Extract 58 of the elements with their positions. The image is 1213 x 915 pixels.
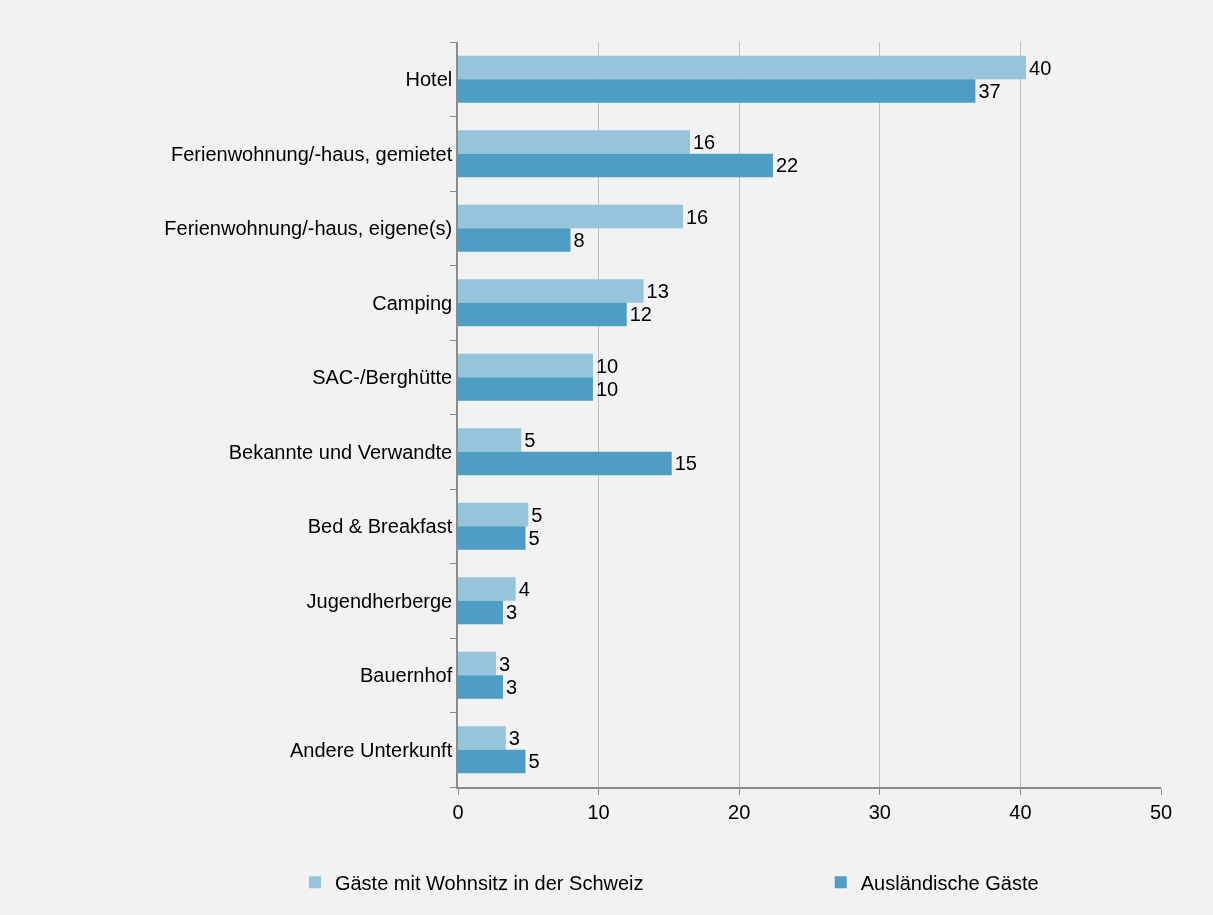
data-label: 13 xyxy=(646,280,669,303)
bar xyxy=(458,302,627,327)
x-tick-label: 10 xyxy=(587,800,610,823)
bar xyxy=(458,577,516,601)
bar xyxy=(458,428,522,452)
data-label: 5 xyxy=(528,750,540,773)
data-label: 22 xyxy=(775,154,799,177)
bar xyxy=(458,279,644,303)
y-tick-label: Hotel xyxy=(405,68,453,91)
y-tick-label: SAC-/Berghütte xyxy=(312,366,453,389)
data-label: 3 xyxy=(508,727,520,750)
data-label: 3 xyxy=(498,652,511,675)
x-tick-label: 20 xyxy=(728,800,751,823)
data-label: 10 xyxy=(595,354,619,377)
bar xyxy=(458,651,496,676)
bar xyxy=(458,353,593,378)
bar xyxy=(458,726,506,750)
y-tick-label: Ferienwohnung/-haus, eigene(s) xyxy=(164,217,453,240)
data-label: 5 xyxy=(528,526,540,549)
x-tick-label: 0 xyxy=(452,800,464,823)
y-tick-label: Ferienwohnung/-haus, gemietet xyxy=(170,142,453,165)
legend-label: Ausländische Gäste xyxy=(860,872,1039,895)
bar xyxy=(458,600,503,625)
bar xyxy=(458,502,529,527)
data-label: 3 xyxy=(505,675,518,698)
data-label: 5 xyxy=(531,503,543,526)
data-label: 8 xyxy=(573,228,585,251)
y-tick-label: Andere Unterkunft xyxy=(289,738,453,761)
bar xyxy=(458,228,571,252)
x-tick-label: 50 xyxy=(1149,800,1173,823)
bar xyxy=(458,55,1027,80)
bar xyxy=(458,451,672,476)
bar xyxy=(458,749,526,774)
bar xyxy=(458,79,976,103)
bar xyxy=(458,377,593,401)
data-label: 5 xyxy=(524,429,536,452)
y-tick-label: Bauernhof xyxy=(359,664,453,687)
y-tick-label: Bed & Breakfast xyxy=(307,515,453,538)
data-label: 40 xyxy=(1029,56,1052,79)
data-label: 16 xyxy=(685,205,709,228)
y-tick-label: Jugendherberge xyxy=(306,589,453,612)
data-label: 16 xyxy=(692,131,716,154)
bar xyxy=(458,526,526,550)
data-label: 3 xyxy=(505,601,518,624)
data-label: 12 xyxy=(629,303,652,326)
y-tick-label: Bekannte und Verwandte xyxy=(228,440,453,463)
legend-label: Gäste mit Wohnsitz in der Schweiz xyxy=(334,872,644,895)
x-tick-label: 30 xyxy=(868,800,891,823)
x-tick-label: 40 xyxy=(1009,800,1032,823)
data-label: 37 xyxy=(978,79,1001,102)
bar xyxy=(458,130,690,154)
bar xyxy=(458,153,773,178)
y-tick-label: Camping xyxy=(372,291,453,314)
data-label: 10 xyxy=(595,377,619,400)
data-label: 4 xyxy=(518,578,530,601)
bar xyxy=(458,675,503,699)
bar xyxy=(458,204,683,229)
data-label: 15 xyxy=(674,452,697,475)
